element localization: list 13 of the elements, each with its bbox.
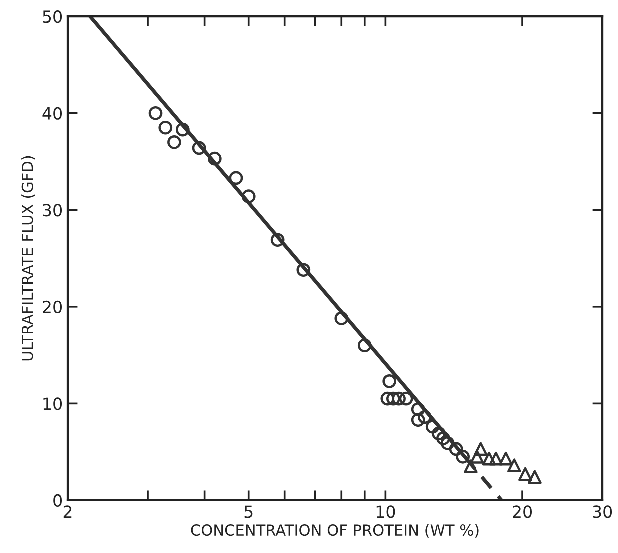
y-tick-label: 30 xyxy=(43,204,62,217)
y-tick-label: 50 xyxy=(43,10,62,24)
x-tick-label: 20 xyxy=(513,506,532,518)
x-tick-label: 30 xyxy=(593,506,612,518)
y-tick-label: 0 xyxy=(54,494,62,508)
x-tick-label: 2 xyxy=(64,506,72,518)
y-axis-title: ULTRAFILTRATE FLUX (GFD) xyxy=(22,156,36,361)
x-axis-title: CONCENTRATION OF PROTEIN (WT %) xyxy=(191,524,479,538)
x-tick-label: 10 xyxy=(376,506,396,518)
y-tick-label: 40 xyxy=(42,107,62,120)
y-tick-label: 10 xyxy=(44,398,62,410)
y-tick-label: 20 xyxy=(43,300,62,314)
x-tick-label: 5 xyxy=(244,506,253,518)
